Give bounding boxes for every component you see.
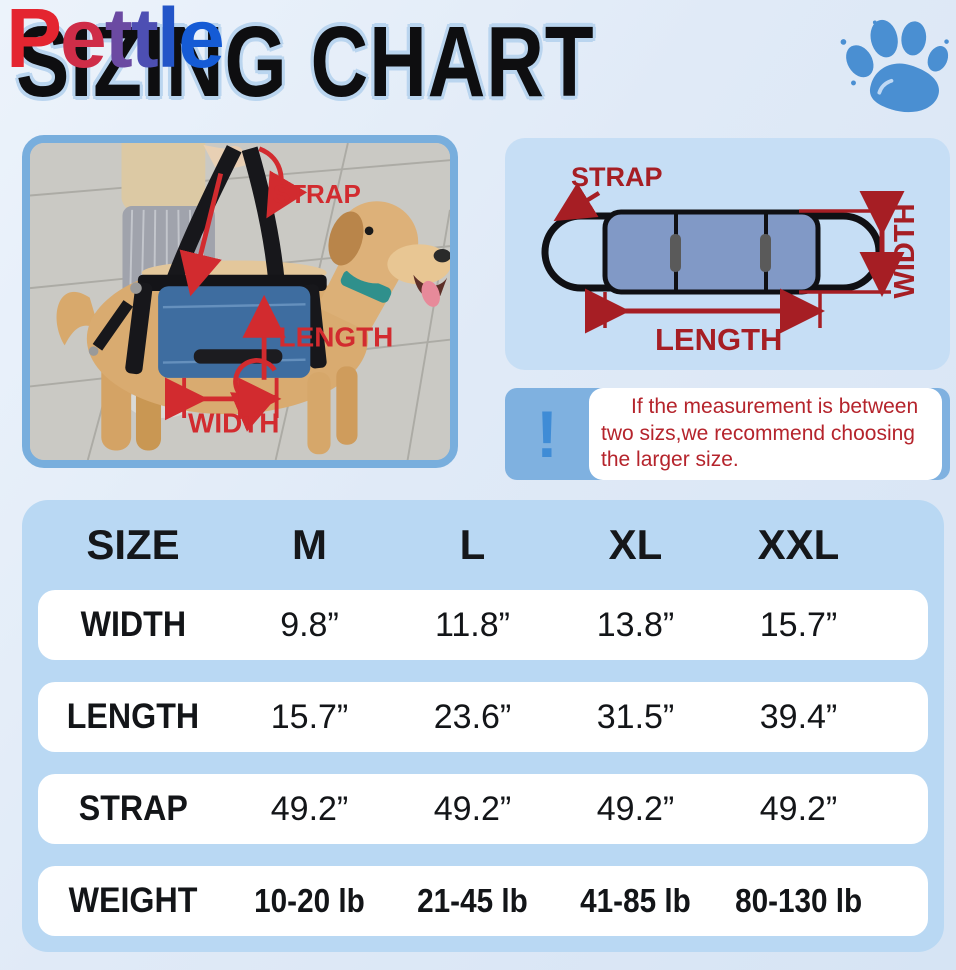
size-table: SIZE M L XL XXL WIDTH 9.8” 11.8” 13.8” 1… bbox=[22, 500, 944, 952]
table-row-strap: STRAP 49.2” 49.2” 49.2” 49.2” bbox=[38, 774, 928, 844]
value-cell: 49.2” bbox=[596, 789, 675, 828]
width-label: WIDTH bbox=[188, 407, 279, 438]
value-cell: 31.5” bbox=[596, 697, 675, 736]
column-header-l: L bbox=[459, 521, 486, 568]
row-label: LENGTH bbox=[66, 697, 200, 736]
brand-letter: t bbox=[104, 0, 133, 85]
value-cell: 15.7” bbox=[759, 605, 838, 644]
row-label: WIDTH bbox=[80, 605, 186, 644]
column-header-size: SIZE bbox=[86, 521, 180, 568]
value-cell: 39.4” bbox=[759, 697, 838, 736]
note-line: two sizs,we recommend choosing bbox=[601, 421, 915, 445]
brand-logo: Pettle bbox=[6, 0, 225, 85]
table-row-length: LENGTH 15.7” 23.6” 31.5” 39.4” bbox=[38, 682, 928, 752]
exclamation-icon: ! bbox=[536, 397, 558, 471]
diagram-annotations: STRAP LENGTH WIDTH bbox=[553, 162, 921, 357]
note-line: If the measurement is between bbox=[631, 395, 919, 419]
row-label: WEIGHT bbox=[68, 881, 198, 920]
diagram-body bbox=[602, 209, 821, 295]
value-cell: 49.2” bbox=[433, 789, 512, 828]
row-label: STRAP bbox=[78, 789, 188, 828]
note-line: the larger size. bbox=[601, 448, 739, 472]
value-cell: 11.8” bbox=[435, 605, 510, 644]
diagram-handle bbox=[760, 234, 771, 272]
value-cell: 9.8” bbox=[280, 605, 339, 644]
value-cell: 49.2” bbox=[759, 789, 838, 828]
diagram-handle bbox=[670, 234, 681, 272]
value-cell: 15.7” bbox=[270, 697, 349, 736]
value-cell: 80-130 lb bbox=[734, 882, 863, 919]
value-cell: 49.2” bbox=[270, 789, 349, 828]
brand-letter: e bbox=[60, 0, 107, 85]
brand-letter: e bbox=[178, 0, 225, 85]
value-cell: 13.8” bbox=[596, 605, 675, 644]
product-photo: STRAP LENGTH WIDTH bbox=[22, 135, 458, 468]
width-label: WIDTH bbox=[889, 203, 921, 298]
brand-letter: P bbox=[6, 0, 62, 85]
table-row-weight: WEIGHT 10-20 lb 21-45 lb 41-85 lb 80-130… bbox=[38, 866, 928, 936]
strap-label: STRAP bbox=[571, 162, 663, 192]
table-row-width: WIDTH 9.8” 11.8” 13.8” 15.7” bbox=[38, 590, 928, 660]
column-header-m: M bbox=[292, 521, 327, 568]
column-header-xl: XL bbox=[608, 521, 663, 568]
strap-label: STRAP bbox=[273, 181, 361, 209]
value-cell: 23.6” bbox=[433, 697, 512, 736]
table-header: SIZE M L XL XXL bbox=[22, 500, 944, 590]
length-label: LENGTH bbox=[279, 321, 394, 352]
page-title: SIZING CHART bbox=[16, 6, 595, 118]
column-header-xxl: XXL bbox=[757, 521, 840, 568]
photo-annotations: STRAP LENGTH WIDTH bbox=[164, 146, 394, 438]
value-cell: 41-85 lb bbox=[580, 882, 691, 919]
note-text: If the measurement is between two sizs,w… bbox=[589, 388, 942, 480]
paw-icon bbox=[840, 19, 949, 113]
diagram-illustration: STRAP LENGTH WIDTH bbox=[541, 162, 921, 357]
note-box: ! If the measurement is between two sizs… bbox=[505, 388, 950, 480]
length-label: LENGTH bbox=[655, 322, 782, 357]
value-cell: 10-20 lb bbox=[254, 882, 365, 919]
brand-letter: t bbox=[130, 0, 159, 85]
photo-illustration: STRAP LENGTH WIDTH bbox=[30, 143, 450, 460]
harness-diagram: STRAP LENGTH WIDTH bbox=[505, 138, 950, 370]
value-cell: 21-45 lb bbox=[417, 882, 528, 919]
brand-letter: l bbox=[156, 0, 180, 85]
